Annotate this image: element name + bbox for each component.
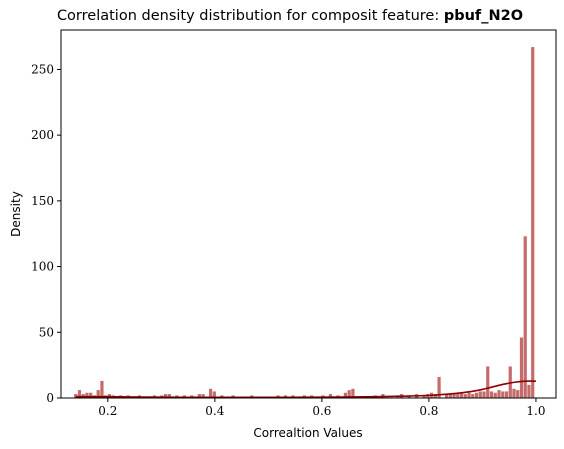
histogram-bar bbox=[456, 394, 460, 398]
chart-title-feature: pbuf_N2O bbox=[444, 8, 523, 24]
histogram-bar bbox=[493, 392, 497, 398]
histogram-bar bbox=[459, 392, 464, 398]
x-tick-label: 0.2 bbox=[98, 404, 117, 418]
histogram-bar bbox=[433, 394, 437, 398]
x-tick-label: 0.6 bbox=[312, 404, 331, 418]
histogram-bar bbox=[444, 394, 449, 398]
histogram-bar bbox=[478, 391, 482, 398]
histogram-bars bbox=[74, 47, 535, 399]
y-tick-label: 200 bbox=[31, 128, 54, 142]
histogram-bar bbox=[96, 390, 100, 398]
histogram-bar bbox=[74, 394, 78, 398]
histogram-bar bbox=[164, 394, 168, 398]
histogram-bar bbox=[527, 384, 531, 398]
histogram-bar bbox=[328, 394, 333, 398]
histogram-bar bbox=[422, 395, 426, 398]
histogram-bar bbox=[516, 390, 520, 398]
y-axis-ticks: 0 50 100 150 200 250 bbox=[31, 62, 61, 405]
histogram-bar bbox=[197, 394, 201, 398]
histogram-bar bbox=[482, 391, 486, 398]
histogram-bar bbox=[474, 392, 479, 398]
histogram-bar bbox=[467, 392, 471, 398]
histogram-bar bbox=[486, 366, 490, 398]
plot-frame bbox=[60, 29, 557, 399]
histogram-bar bbox=[452, 394, 456, 398]
histogram-bar bbox=[351, 388, 355, 398]
histogram-bar bbox=[343, 392, 348, 398]
y-tick-label: 150 bbox=[31, 194, 54, 208]
histogram-bar bbox=[504, 391, 509, 398]
x-tick-label: 0.4 bbox=[205, 404, 224, 418]
histogram-bar bbox=[167, 394, 171, 398]
y-axis-label: Density bbox=[9, 191, 23, 237]
x-tick-label: 1.0 bbox=[526, 404, 545, 418]
histogram-bar bbox=[471, 394, 475, 398]
kde-curve-group bbox=[75, 380, 536, 399]
histogram-bar bbox=[519, 337, 524, 398]
histogram-bar bbox=[497, 390, 501, 398]
x-axis-ticks: 0.2 0.4 0.6 0.8 1.0 bbox=[98, 398, 545, 418]
chart-title: Correlation density distribution for com… bbox=[57, 8, 523, 24]
histogram-bar bbox=[523, 236, 527, 398]
histogram-bar bbox=[501, 391, 505, 398]
x-tick-label: 0.8 bbox=[419, 404, 438, 418]
y-tick-label: 250 bbox=[31, 62, 54, 76]
y-tick-label: 50 bbox=[39, 325, 54, 339]
histogram-bar bbox=[77, 390, 82, 398]
histogram-bar bbox=[201, 394, 205, 398]
histogram-bar bbox=[100, 380, 104, 398]
histogram-bar bbox=[212, 391, 216, 398]
histogram-bar bbox=[489, 391, 494, 398]
histogram-bar bbox=[463, 394, 467, 398]
histogram-bar bbox=[85, 392, 89, 398]
histogram-bar bbox=[347, 390, 351, 398]
histogram-bar bbox=[512, 388, 516, 398]
histogram-bar bbox=[89, 392, 93, 398]
histogram-bar bbox=[531, 47, 535, 399]
histogram-bar bbox=[208, 388, 213, 398]
x-axis-label: Correaltion Values bbox=[253, 426, 362, 440]
y-tick-label: 0 bbox=[46, 391, 54, 405]
histogram-bar bbox=[437, 376, 441, 398]
kde-line bbox=[75, 380, 536, 399]
y-tick-label: 100 bbox=[31, 260, 54, 274]
histogram-bar bbox=[448, 394, 452, 398]
